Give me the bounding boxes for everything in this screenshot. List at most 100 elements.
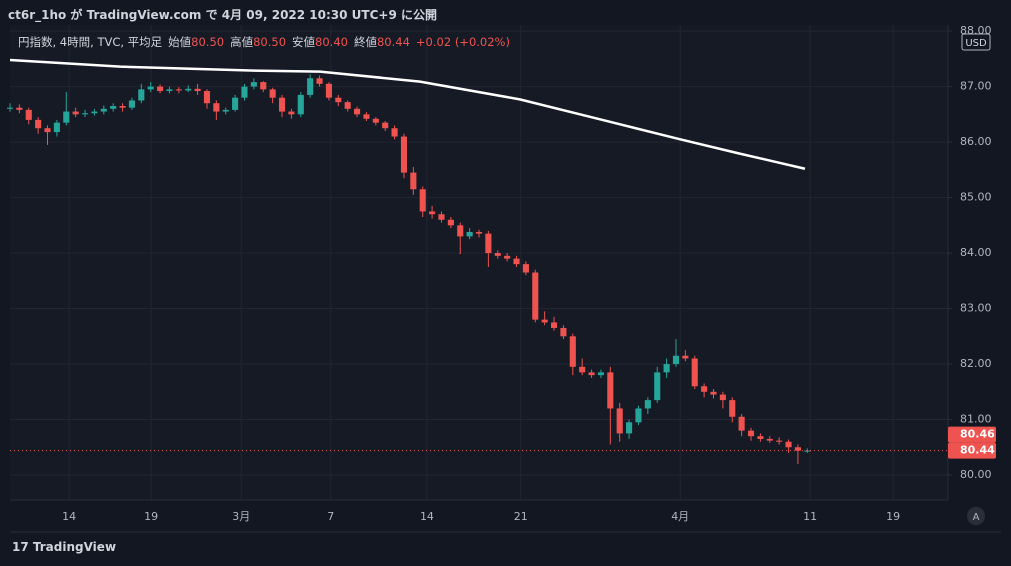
candle-body [691,358,698,387]
x-tick-label: 19 [144,510,158,523]
candle-body [560,327,567,337]
candle-body [541,319,548,323]
candle-body [250,82,257,87]
candle-body [175,89,182,91]
y-tick-label: 83.00 [960,302,992,315]
currency-box [961,33,991,51]
candle-body [438,214,445,220]
candle-body [794,447,801,451]
currency: USD [965,38,987,49]
x-tick-label: 11 [803,510,817,523]
candle-body [185,88,192,91]
candle-body [616,408,623,434]
ohlc-label: 終値 [353,35,377,49]
price-label: 80.46 [960,428,995,441]
brand-name: TradingView [32,540,117,554]
candle-body [166,89,173,92]
candle-body [757,436,764,439]
candle-body [194,88,201,92]
candle-body [222,109,229,112]
candle-body [110,106,117,109]
price-label-box [948,426,996,443]
candle-body [35,119,42,129]
ohlc-value: 80.50 [191,35,225,49]
candle-body [738,416,745,431]
candle-body [335,97,342,103]
candle-body [475,231,483,234]
candle-body [776,440,783,442]
scale-button-label: A [973,512,980,523]
candle-body [354,108,361,115]
candle-body [785,441,792,448]
candle-body [53,122,60,133]
candle-body [607,372,614,409]
scale-button[interactable] [967,507,985,525]
candle-body [626,422,633,434]
candle-body [504,255,511,259]
candle-body [325,83,332,98]
x-tick-label: 19 [886,510,900,523]
legend: 円指数, 4時間, TVC, 平均足 始値80.50 高値80.50 安値80.40 終… [18,34,510,50]
symbol-info: 円指数, 4時間, TVC, 平均足 [18,35,163,49]
candle-body [747,430,755,437]
ohlc-label: 始値 [168,35,192,49]
candle-body [719,394,726,401]
x-tick-label: 4月 [671,510,689,523]
x-tick-label: 14 [420,510,434,523]
candle-body [494,253,501,256]
y-tick-label: 85.00 [960,191,992,204]
candle-body [316,78,323,84]
candle-body [44,128,51,133]
candle-body [663,364,670,373]
candle-body [597,372,604,376]
candle-body [344,102,351,109]
y-tick-label: 84.00 [960,246,992,259]
grid [10,25,948,500]
candle-body [297,94,304,115]
candle-body [81,113,89,115]
candle-body [232,97,239,110]
logo: 17 [12,540,29,554]
candle-body [91,111,98,114]
candle-body [269,89,276,98]
x-tick-label: 14 [62,510,76,523]
candle-body [16,107,23,110]
y-tick-label: 81.00 [960,413,992,426]
candle-body [588,372,595,376]
y-tick-label: 86.00 [960,135,992,148]
candle-body [372,118,379,123]
candle-body [288,111,295,115]
candle-body [391,128,398,137]
publish-note: ct6r_1ho が TradingView.com で 4月 09, 2022… [8,8,437,22]
candle-body [532,272,539,320]
candle-body [400,136,408,173]
candle-body [457,225,464,237]
candle-body [119,106,126,108]
candle-body [766,438,773,441]
candle-body [682,355,689,359]
candle-body [513,258,520,265]
candle-body [410,172,417,190]
price-label: 80.44 [960,444,995,457]
candle-body [138,89,145,101]
candle-body [710,391,717,395]
candle-body [635,408,642,423]
candle-body [307,78,314,95]
candle-body [729,400,736,417]
candle-body [485,233,492,254]
ohlc-value: 80.40 [315,35,348,49]
candle-body [260,82,267,90]
candle-body [569,336,576,367]
candle-body [701,386,708,392]
candle-body [278,97,286,112]
x-tick-label: 21 [514,510,528,523]
candle-body [644,400,651,409]
ohlc-label: 安値 [292,35,316,49]
y-tick-label: 87.00 [960,80,992,93]
candle-body [466,231,473,237]
y-tick-label: 80.00 [960,468,992,481]
candle-body [203,91,211,104]
candle-body [550,322,558,328]
x-tick-label: 7 [327,510,334,523]
